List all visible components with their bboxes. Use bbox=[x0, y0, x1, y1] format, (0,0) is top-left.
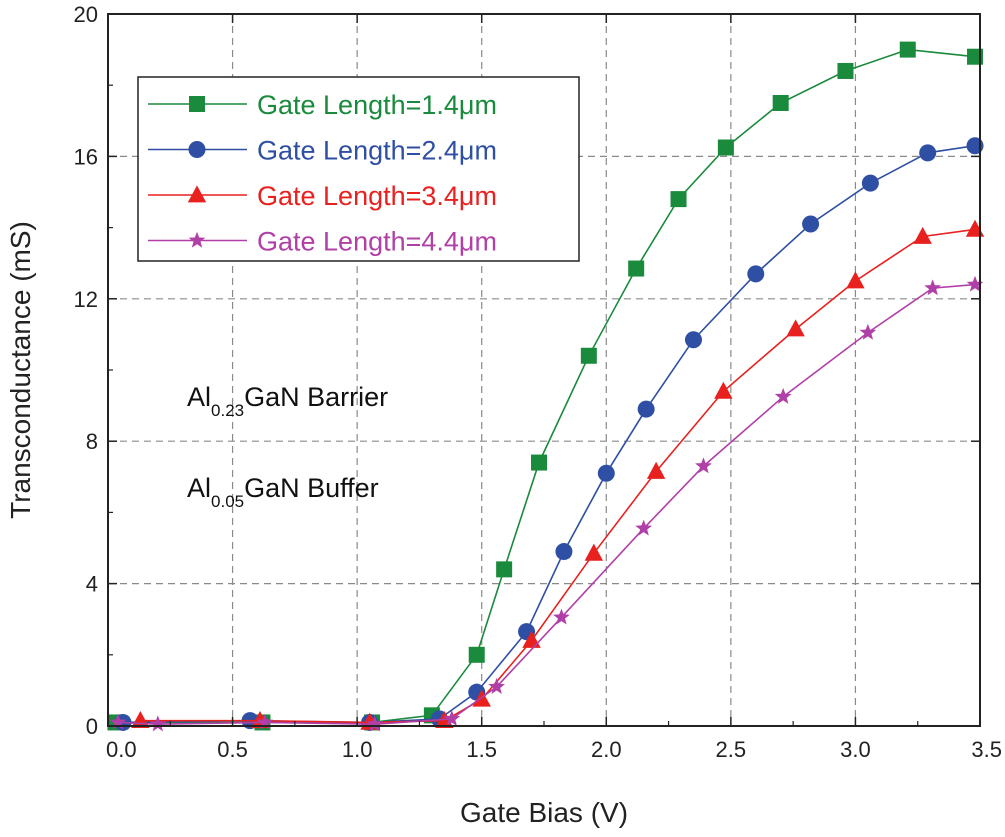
data-point bbox=[443, 710, 461, 726]
y-tick-label: 20 bbox=[74, 2, 98, 27]
series-line bbox=[117, 283, 976, 726]
data-point bbox=[646, 461, 666, 479]
series-4 bbox=[109, 275, 984, 732]
x-tick-label: 3.5 bbox=[971, 737, 1002, 762]
data-point bbox=[966, 275, 984, 292]
data-point bbox=[772, 95, 789, 111]
data-point bbox=[584, 543, 604, 561]
data-point bbox=[965, 219, 985, 237]
data-point bbox=[597, 464, 615, 482]
data-point bbox=[366, 715, 383, 732]
data-point bbox=[580, 347, 597, 364]
annotation-buffer: Al0.05GaN Buffer bbox=[187, 473, 379, 511]
data-point bbox=[149, 715, 167, 732]
data-point bbox=[637, 400, 655, 418]
y-axis-title: Transconductance (mS) bbox=[5, 221, 36, 519]
x-tick-label: 3.0 bbox=[840, 737, 871, 762]
x-tick-label: 2.0 bbox=[591, 737, 622, 762]
x-tick-label: 2.5 bbox=[716, 737, 747, 762]
legend-label: Gate Length=3.4μm bbox=[257, 181, 497, 211]
legend-marker bbox=[188, 231, 206, 248]
data-point bbox=[109, 713, 127, 730]
x-tick-label: 0.0 bbox=[106, 737, 137, 762]
annotation-barrier: Al0.23GaN Barrier bbox=[187, 382, 388, 420]
data-point bbox=[684, 331, 702, 349]
y-tick-label: 16 bbox=[74, 144, 98, 169]
data-point bbox=[468, 646, 485, 663]
legend-label: Gate Length=4.4μm bbox=[257, 227, 497, 257]
x-axis-title: Gate Bias (V) bbox=[460, 797, 628, 828]
y-tick-label: 8 bbox=[86, 429, 98, 454]
legend-marker bbox=[188, 141, 206, 158]
legend-marker bbox=[187, 185, 207, 203]
y-tick-label: 4 bbox=[86, 572, 98, 597]
axis-ticks: 0.0 0.5 1.0 1.5 2.0 2.5 3.0 3.5 0 4 8 12 16 20 bbox=[74, 2, 1002, 762]
data-point bbox=[913, 226, 932, 244]
y-tick-label: 12 bbox=[74, 287, 98, 312]
data-point bbox=[555, 543, 573, 561]
data-point bbox=[846, 271, 865, 289]
data-point bbox=[861, 174, 879, 192]
data-point bbox=[802, 215, 820, 233]
data-point bbox=[635, 519, 653, 536]
data-point bbox=[899, 41, 916, 58]
x-tick-label: 1.5 bbox=[466, 737, 497, 762]
data-point bbox=[747, 265, 765, 283]
x-tick-label: 1.0 bbox=[342, 737, 373, 762]
data-point bbox=[717, 139, 734, 156]
data-point bbox=[919, 144, 937, 162]
data-point bbox=[256, 713, 274, 730]
data-point bbox=[488, 678, 506, 694]
data-point bbox=[553, 608, 570, 625]
data-point bbox=[496, 561, 513, 578]
annotations: Al0.23GaN Barrier Al0.05GaN Buffer bbox=[187, 382, 388, 511]
legend: Gate Length=1.4μm Gate Length=2.4μm Gate L… bbox=[137, 76, 580, 262]
data-point bbox=[786, 319, 805, 337]
data-point bbox=[670, 191, 687, 208]
legend-label: Gate Length=2.4μm bbox=[257, 136, 497, 166]
legend-marker bbox=[189, 96, 205, 112]
y-tick-label: 0 bbox=[86, 714, 98, 739]
data-point bbox=[859, 323, 877, 340]
data-point bbox=[628, 260, 645, 277]
legend-label: Gate Length=1.4μm bbox=[257, 90, 497, 120]
data-point bbox=[695, 457, 712, 474]
data-point bbox=[714, 381, 733, 399]
x-tick-label: 0.5 bbox=[217, 737, 248, 762]
data-point bbox=[774, 387, 792, 404]
legend-box bbox=[137, 76, 580, 262]
data-point bbox=[837, 62, 854, 79]
data-point bbox=[924, 279, 942, 296]
data-point bbox=[531, 454, 548, 471]
